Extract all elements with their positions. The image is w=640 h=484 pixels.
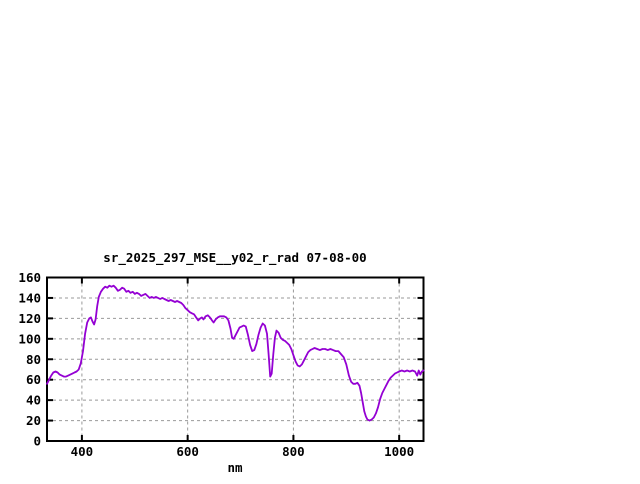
y-tick-label: 40 — [26, 393, 41, 408]
y-tick-label: 140 — [18, 290, 41, 305]
x-tick-label: 600 — [176, 444, 199, 459]
x-axis-tick-labels: 400 600 800 1000 — [71, 444, 415, 459]
x-tick-label: 800 — [282, 444, 305, 459]
y-tick-label: 160 — [18, 270, 41, 285]
y-tick-label: 120 — [18, 311, 41, 326]
data-series-line — [46, 284, 425, 422]
y-tick-label: 20 — [26, 413, 41, 428]
y-tick-label: 0 — [33, 434, 41, 449]
y-axis-tick-labels: 0 20 40 60 80 100 120 140 160 — [18, 270, 41, 449]
axis-tick-marks — [47, 277, 424, 441]
gridlines — [47, 277, 424, 441]
y-tick-label: 80 — [26, 352, 41, 367]
y-tick-label: 60 — [26, 372, 41, 387]
x-tick-label: 400 — [71, 444, 94, 459]
chart-title: sr_2025_297_MSE__y02_r_rad 07-08-00 — [103, 250, 366, 266]
x-tick-label: 1000 — [384, 444, 414, 459]
y-tick-label: 100 — [18, 331, 41, 346]
x-axis-label: nm — [227, 460, 243, 475]
